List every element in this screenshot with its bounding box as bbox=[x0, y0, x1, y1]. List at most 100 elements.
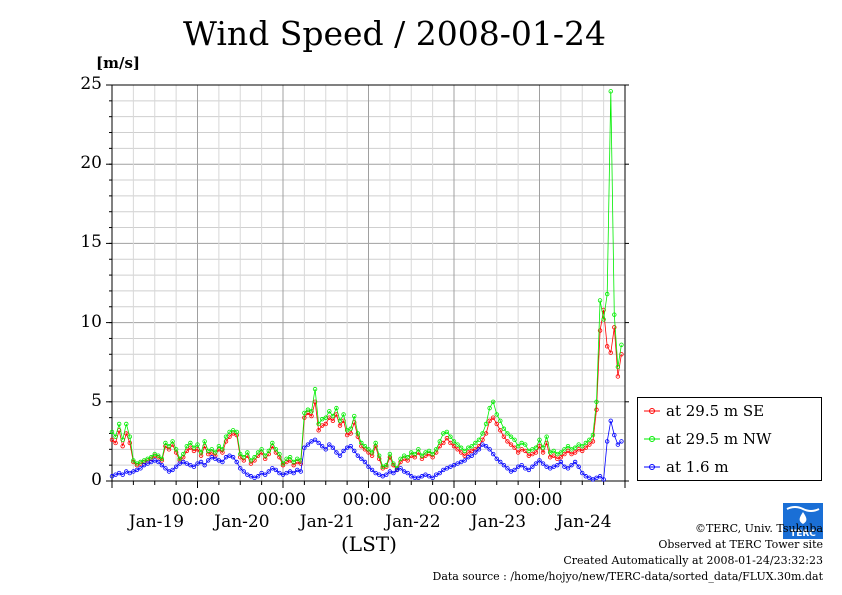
data-point bbox=[202, 462, 207, 468]
data-point bbox=[604, 344, 610, 349]
data-point bbox=[565, 466, 571, 471]
data-point bbox=[163, 440, 168, 446]
y-tick-label: 20 bbox=[80, 153, 102, 174]
data-point bbox=[376, 453, 382, 458]
data-point bbox=[241, 455, 247, 460]
x-time-label: 00:00 bbox=[513, 490, 563, 510]
data-point bbox=[537, 443, 542, 449]
data-point bbox=[405, 470, 410, 476]
data-point bbox=[373, 440, 378, 446]
data-point bbox=[565, 443, 571, 449]
data-point bbox=[501, 434, 507, 439]
data-point bbox=[280, 472, 286, 477]
data-point bbox=[505, 439, 510, 444]
data-point bbox=[323, 415, 328, 420]
data-point bbox=[523, 442, 528, 447]
data-point bbox=[558, 450, 564, 455]
data-point bbox=[216, 458, 222, 463]
data-point bbox=[348, 426, 353, 431]
data-point bbox=[337, 418, 343, 424]
data-point bbox=[319, 423, 325, 428]
data-point bbox=[220, 459, 225, 465]
data-point bbox=[412, 451, 418, 457]
data-point bbox=[373, 470, 378, 476]
data-point bbox=[109, 474, 115, 479]
data-point bbox=[490, 451, 496, 457]
data-point bbox=[252, 455, 257, 460]
data-point bbox=[380, 474, 385, 479]
legend-label-se: at 29.5 m SE bbox=[666, 402, 765, 420]
data-point bbox=[572, 445, 578, 450]
data-point bbox=[480, 442, 485, 447]
data-point bbox=[255, 450, 261, 455]
data-point bbox=[145, 461, 150, 466]
data-point bbox=[590, 432, 596, 438]
terc-logo-icon: TERC bbox=[783, 503, 823, 539]
data-point bbox=[134, 467, 140, 473]
data-point bbox=[416, 475, 421, 481]
data-point bbox=[462, 453, 467, 458]
data-point bbox=[608, 418, 613, 424]
data-point bbox=[597, 328, 603, 333]
data-point bbox=[473, 440, 478, 446]
data-point bbox=[587, 442, 592, 447]
data-point bbox=[530, 447, 535, 452]
data-point bbox=[238, 451, 243, 457]
data-point bbox=[337, 423, 343, 428]
data-point bbox=[615, 364, 621, 370]
data-point bbox=[494, 412, 499, 417]
data-point bbox=[141, 462, 147, 468]
data-point bbox=[266, 451, 271, 457]
data-point bbox=[116, 470, 122, 476]
credits-block: ©TERC, Univ. Tsukuba Observed at TERC To… bbox=[433, 521, 824, 585]
data-point bbox=[533, 445, 539, 450]
data-point bbox=[262, 472, 268, 477]
data-point bbox=[604, 291, 610, 297]
series-line-2 bbox=[111, 420, 622, 481]
data-point bbox=[238, 466, 243, 471]
data-point bbox=[380, 464, 385, 469]
data-point bbox=[466, 450, 471, 455]
data-point bbox=[576, 464, 581, 469]
data-point bbox=[569, 451, 574, 457]
data-point bbox=[590, 439, 596, 444]
data-point bbox=[188, 440, 193, 446]
data-point bbox=[198, 453, 204, 458]
data-point bbox=[188, 462, 193, 468]
data-point bbox=[619, 342, 624, 347]
data-point bbox=[177, 461, 182, 466]
data-point bbox=[131, 469, 136, 474]
credit-observed: Observed at TERC Tower site bbox=[658, 538, 823, 551]
data-point bbox=[191, 464, 197, 469]
y-axis-unit: [m/s] bbox=[96, 54, 140, 72]
data-point bbox=[515, 450, 521, 455]
data-point bbox=[312, 437, 318, 443]
data-point bbox=[220, 447, 225, 452]
data-point bbox=[138, 459, 143, 465]
y-tick-label: 10 bbox=[80, 311, 102, 332]
data-point bbox=[330, 445, 336, 450]
data-point bbox=[287, 469, 293, 474]
data-point bbox=[530, 464, 535, 469]
data-point bbox=[270, 440, 275, 446]
data-point bbox=[134, 461, 140, 466]
data-point bbox=[319, 443, 325, 449]
data-point bbox=[316, 421, 321, 427]
data-point bbox=[476, 443, 482, 449]
data-point bbox=[601, 477, 606, 482]
series-line-0 bbox=[111, 309, 622, 471]
data-point bbox=[555, 451, 560, 457]
data-point bbox=[362, 459, 368, 465]
data-point bbox=[462, 448, 467, 454]
data-point bbox=[152, 451, 157, 457]
data-point bbox=[113, 472, 118, 477]
data-point bbox=[156, 453, 161, 458]
data-point bbox=[423, 450, 428, 455]
data-point bbox=[124, 421, 129, 427]
data-point bbox=[469, 443, 475, 449]
data-point bbox=[284, 456, 289, 462]
data-point bbox=[547, 455, 553, 460]
data-point bbox=[540, 445, 546, 450]
data-point bbox=[184, 443, 190, 449]
data-point bbox=[572, 450, 578, 455]
